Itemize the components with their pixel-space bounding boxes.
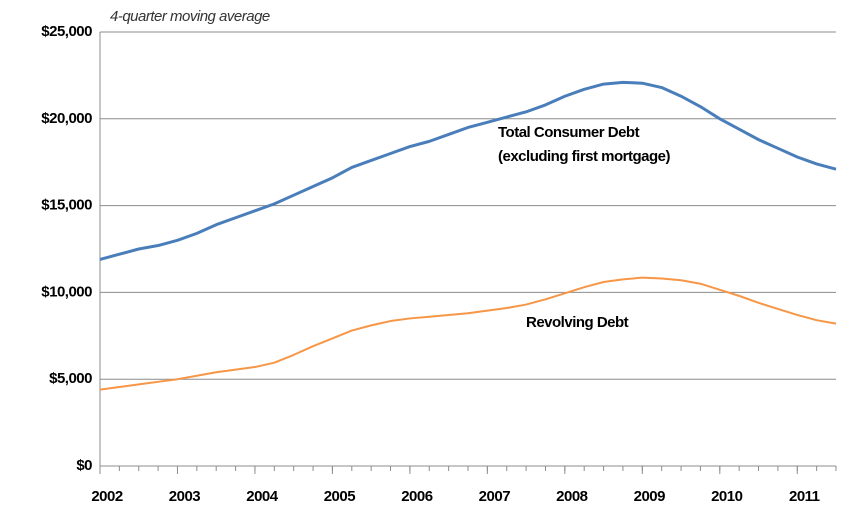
x-tick-label: 2009	[634, 488, 666, 505]
x-tick-label: 2005	[324, 488, 356, 505]
x-tick-label: 2008	[556, 488, 588, 505]
data-line	[99, 276, 837, 391]
y-tick-label: $25,000	[41, 23, 92, 40]
x-tick-label: 2011	[789, 488, 820, 505]
y-tick-label: $20,000	[41, 110, 92, 127]
x-tick-label: 2006	[401, 488, 433, 505]
y-tick-label: $15,000	[41, 197, 92, 214]
x-tick-label: 2007	[479, 488, 511, 505]
y-tick-label: $10,000	[41, 283, 92, 300]
x-tick-label: 2004	[246, 488, 279, 505]
revolving-label: Revolving Debt	[526, 314, 629, 331]
total-label: Total Consumer Debt	[498, 124, 640, 141]
y-tick-label: $5,000	[49, 370, 92, 387]
x-tick-label: 2010	[711, 488, 743, 505]
subtitle-note: 4-quarter moving average	[110, 8, 270, 25]
x-tick-label: 2002	[91, 488, 123, 505]
total-label-note: (excluding first mortgage)	[498, 148, 671, 165]
x-tick-label: 2003	[169, 488, 201, 505]
y-tick-label: $0	[76, 457, 92, 474]
data-line	[99, 80, 837, 261]
